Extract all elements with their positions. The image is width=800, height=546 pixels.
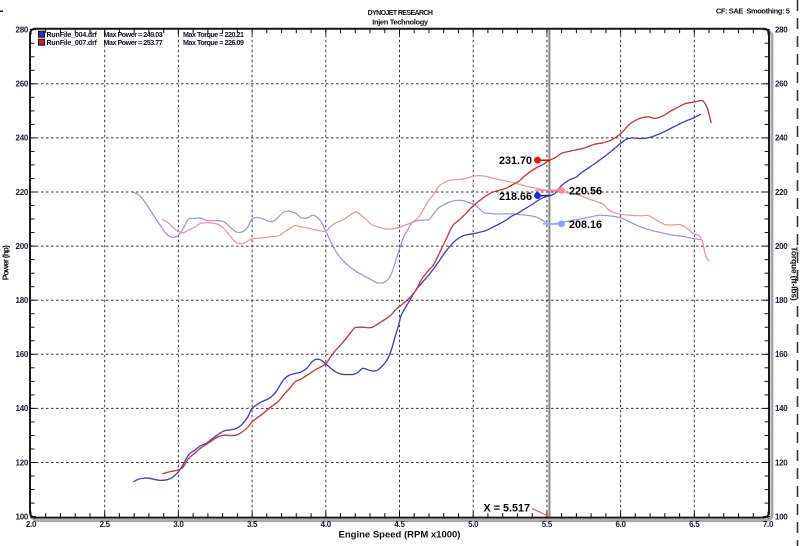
svg-text:280: 280: [16, 26, 29, 35]
svg-text:Injen Technology: Injen Technology: [372, 18, 429, 27]
svg-text:2.0: 2.0: [26, 520, 37, 529]
svg-text:6.0: 6.0: [615, 520, 626, 529]
svg-text:180: 180: [16, 296, 29, 305]
svg-text:DYNOJET RESEARCH: DYNOJET RESEARCH: [368, 10, 433, 17]
svg-text:3.5: 3.5: [247, 520, 258, 529]
svg-text:240: 240: [775, 134, 788, 143]
svg-text:5.5: 5.5: [542, 520, 553, 529]
svg-text:Engine Speed (RPM x1000): Engine Speed (RPM x1000): [339, 530, 461, 541]
svg-text:X = 5.517: X = 5.517: [484, 503, 531, 515]
svg-text:240: 240: [16, 134, 29, 143]
svg-text:RunFile_007.drf: RunFile_007.drf: [47, 39, 98, 47]
svg-text:208.16: 208.16: [569, 219, 602, 231]
svg-text:100: 100: [16, 512, 29, 521]
svg-text:120: 120: [16, 458, 29, 467]
svg-text:RunFile_004.drf: RunFile_004.drf: [47, 31, 98, 39]
svg-text:160: 160: [16, 350, 29, 359]
svg-text:180: 180: [775, 296, 788, 305]
svg-text:260: 260: [775, 80, 788, 89]
svg-text:200: 200: [16, 242, 29, 251]
svg-text:7.0: 7.0: [763, 520, 774, 529]
svg-text:120: 120: [775, 458, 788, 467]
svg-text:200: 200: [775, 242, 788, 251]
svg-text:3.0: 3.0: [173, 520, 184, 529]
svg-text:Max Torque = 226.09: Max Torque = 226.09: [183, 39, 244, 47]
svg-text:Torque (ft-lbs): Torque (ft-lbs): [789, 247, 799, 301]
svg-text:140: 140: [775, 404, 788, 413]
svg-text:220.56: 220.56: [569, 185, 602, 197]
svg-text:218.66: 218.66: [499, 191, 532, 203]
svg-text:Max Torque = 220.21: Max Torque = 220.21: [183, 31, 244, 39]
svg-text:160: 160: [775, 350, 788, 359]
svg-text:Max Power = 249.03: Max Power = 249.03: [104, 31, 163, 39]
svg-text:4.5: 4.5: [394, 520, 405, 529]
svg-text:4.0: 4.0: [321, 520, 332, 529]
svg-text:280: 280: [775, 26, 788, 35]
svg-text:220: 220: [775, 188, 788, 197]
svg-text:6.5: 6.5: [689, 520, 700, 529]
svg-text:Max Power = 253.77: Max Power = 253.77: [104, 39, 163, 47]
svg-text:5.0: 5.0: [468, 520, 479, 529]
svg-text:100: 100: [775, 512, 788, 521]
svg-text:220: 220: [16, 188, 29, 197]
svg-text:Power (hp): Power (hp): [2, 245, 11, 280]
svg-text:260: 260: [16, 80, 29, 89]
svg-text:140: 140: [16, 404, 29, 413]
svg-text:2.5: 2.5: [100, 520, 111, 529]
svg-text:231.70: 231.70: [499, 155, 532, 167]
svg-text:CF: SAE Smoothing: 5: CF: SAE Smoothing: 5: [716, 7, 790, 16]
